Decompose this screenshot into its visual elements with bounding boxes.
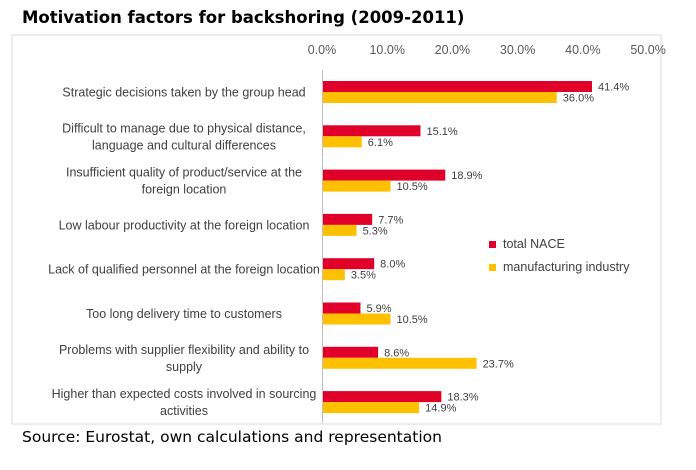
x-axis-ticks: 0.0% 10.0% 20.0% 30.0% 40.0% 50.0% xyxy=(308,43,666,57)
category-label-line: Too long delivery time to customers xyxy=(86,307,282,321)
data-label: 5.9% xyxy=(366,303,391,315)
bar-total-nace xyxy=(322,391,442,403)
legend: total NACE manufacturing industry xyxy=(489,237,630,274)
bar-total-nace xyxy=(322,346,379,358)
legend-swatch xyxy=(489,264,496,271)
legend-swatch xyxy=(489,241,496,248)
x-tick-label: 40.0% xyxy=(565,43,600,57)
bar-manufacturing xyxy=(322,136,362,148)
legend-label: manufacturing industry xyxy=(503,260,630,274)
data-label: 10.5% xyxy=(396,181,427,193)
data-label: 14.9% xyxy=(425,403,456,415)
data-label: 15.1% xyxy=(426,126,457,138)
data-label: 36.0% xyxy=(563,93,594,105)
category-label: Higher than expected costs involved in s… xyxy=(52,387,317,418)
data-label: 6.1% xyxy=(368,137,393,149)
category-label-line: activities xyxy=(160,404,208,418)
bar-manufacturing xyxy=(322,180,391,192)
category-label: Difficult to manage due to physical dist… xyxy=(62,121,306,152)
bars: 41.4% 36.0% 15.1% 6.1% 18.9% 10.5% 7.7%5.3% 8.0… xyxy=(322,81,629,415)
category-label: Problems with supplier flexibility and a… xyxy=(59,343,309,374)
chart-title: Motivation factors for backshoring (2009… xyxy=(22,8,465,27)
x-tick-label: 20.0% xyxy=(435,43,470,57)
data-label: 7.7% xyxy=(378,214,403,226)
category-label: Lack of qualified personnel at the forei… xyxy=(48,263,320,277)
category-label-line: Strategic decisions taken by the group h… xyxy=(62,86,305,100)
category-label: Insufficient quality of product/service … xyxy=(66,166,302,197)
x-tick-label: 30.0% xyxy=(500,43,535,57)
x-tick-label: 10.0% xyxy=(369,43,404,57)
plot-frame xyxy=(11,34,662,425)
data-label: 5.3% xyxy=(363,225,388,237)
data-label: 23.7% xyxy=(483,358,514,370)
category-label-line: Lack of qualified personnel at the forei… xyxy=(48,263,320,277)
x-tick-label: 50.0% xyxy=(630,43,665,57)
data-label: 8.6% xyxy=(384,347,409,359)
legend-label: total NACE xyxy=(503,237,565,251)
bar-total-nace xyxy=(322,213,373,225)
category-label: Too long delivery time to customers xyxy=(86,307,282,321)
data-label: 10.5% xyxy=(396,314,427,326)
bar-total-nace xyxy=(322,258,375,270)
category-label-line: Higher than expected costs involved in s… xyxy=(52,387,317,401)
category-label-line: language and cultural differences xyxy=(92,138,276,152)
data-label: 41.4% xyxy=(598,82,629,94)
source-note: Source: Eurostat, own calculations and r… xyxy=(22,428,442,446)
bar-manufacturing xyxy=(322,313,391,325)
bar-total-nace xyxy=(322,302,361,314)
bar-total-nace xyxy=(322,81,593,92)
bar-manufacturing xyxy=(322,269,345,281)
category-label: Strategic decisions taken by the group h… xyxy=(62,86,305,100)
category-label: Low labour productivity at the foreign l… xyxy=(59,218,310,232)
category-label-line: Low labour productivity at the foreign l… xyxy=(59,218,310,232)
data-label: 3.5% xyxy=(351,270,376,282)
data-label: 18.9% xyxy=(451,170,482,182)
category-label-line: foreign location xyxy=(142,183,227,197)
bar-total-nace xyxy=(322,169,446,181)
bar-manufacturing xyxy=(322,357,477,369)
x-tick-label: 0.0% xyxy=(308,43,337,57)
bar-manufacturing xyxy=(322,224,357,236)
data-label: 18.3% xyxy=(447,392,478,404)
data-label: 8.0% xyxy=(380,259,405,271)
bar-manufacturing xyxy=(322,92,557,103)
category-label-line: Difficult to manage due to physical dist… xyxy=(62,121,306,135)
bar-manufacturing xyxy=(322,402,420,414)
category-label-line: Insufficient quality of product/service … xyxy=(66,166,302,180)
category-label-line: supply xyxy=(166,360,203,374)
bar-total-nace xyxy=(322,125,421,137)
category-label-line: Problems with supplier flexibility and a… xyxy=(59,343,309,357)
category-labels: Strategic decisions taken by the group h… xyxy=(48,86,320,419)
